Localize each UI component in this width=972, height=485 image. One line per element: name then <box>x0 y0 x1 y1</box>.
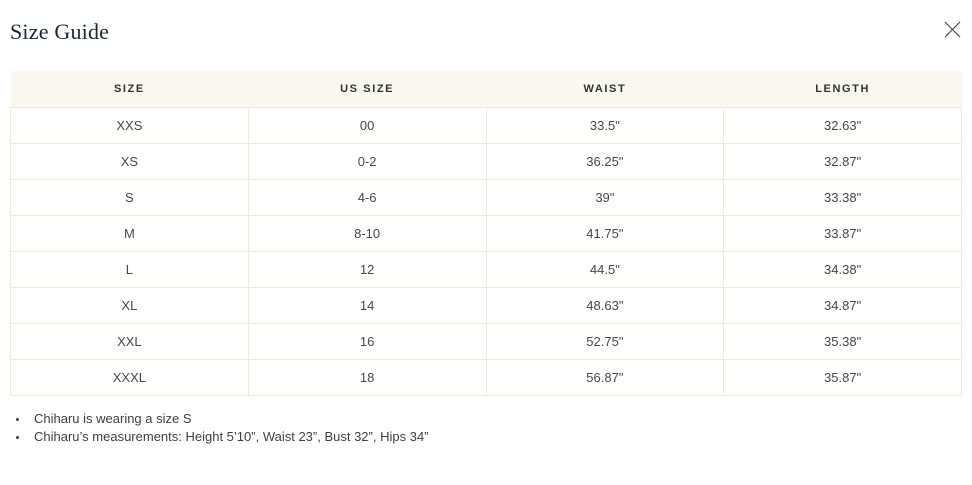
table-cell: 56.87" <box>485 358 725 396</box>
table-cell: 33.5" <box>485 106 725 144</box>
column-header: LENGTH <box>723 71 962 107</box>
table-cell: 0-2 <box>247 142 487 180</box>
close-button[interactable] <box>941 18 963 40</box>
table-cell: L <box>10 250 249 288</box>
table-cell: XXL <box>10 322 249 360</box>
close-icon <box>944 21 961 38</box>
table-cell: 36.25" <box>485 142 725 180</box>
table-cell: 12 <box>247 250 487 288</box>
table-row: XS 0-2 36.25" 32.87" <box>10 142 962 180</box>
table-row: XXL 16 52.75" 35.38" <box>10 322 962 360</box>
table-cell: 35.38" <box>723 322 962 360</box>
note-item: Chiharu is wearing a size S <box>29 410 962 428</box>
table-row: XXXL 18 56.87" 35.87" <box>10 358 962 396</box>
table-cell: 34.87" <box>723 286 962 324</box>
modal-header: Size Guide <box>0 0 972 45</box>
notes-list: Chiharu is wearing a size S Chiharu’s me… <box>10 410 962 446</box>
table-cell: 44.5" <box>485 250 725 288</box>
table-cell: 18 <box>247 358 487 396</box>
table-cell: 16 <box>247 322 487 360</box>
table-cell: 8-10 <box>247 214 487 252</box>
table-row: XL 14 48.63" 34.87" <box>10 286 962 324</box>
table-cell: 32.63" <box>723 106 962 144</box>
table-cell: XL <box>10 286 249 324</box>
table-cell: XS <box>10 142 249 180</box>
table-cell: 39" <box>485 178 725 216</box>
table-row: L 12 44.5" 34.38" <box>10 250 962 288</box>
table-cell: XXS <box>10 106 249 144</box>
column-header: WAIST <box>486 71 724 107</box>
table-row: S 4-6 39" 33.38" <box>10 178 962 216</box>
table-cell: 32.87" <box>723 142 962 180</box>
table-cell: 4-6 <box>247 178 487 216</box>
table-cell: 33.87" <box>723 214 962 252</box>
table-row: M 8-10 41.75" 33.87" <box>10 214 962 252</box>
table-cell: 35.87" <box>723 358 962 396</box>
table-cell: 33.38" <box>723 178 962 216</box>
table-row: XXS 00 33.5" 32.63" <box>10 106 962 144</box>
table-cell: 41.75" <box>485 214 725 252</box>
column-header: US SIZE <box>248 71 486 107</box>
table-cell: 00 <box>247 106 487 144</box>
table-cell: 14 <box>247 286 487 324</box>
size-guide-table: SIZE US SIZE WAIST LENGTH XXS 00 33.5" 32.63" X… <box>10 71 962 396</box>
table-cell: M <box>10 214 249 252</box>
table-header-row: SIZE US SIZE WAIST LENGTH <box>10 71 962 107</box>
table-cell: 34.38" <box>723 250 962 288</box>
table-cell: S <box>10 178 249 216</box>
table-cell: XXXL <box>10 358 249 396</box>
page-title: Size Guide <box>10 19 110 44</box>
table-cell: 48.63" <box>485 286 725 324</box>
column-header: SIZE <box>10 71 249 107</box>
note-item: Chiharu’s measurements: Height 5’10”, Wa… <box>29 428 962 446</box>
table-cell: 52.75" <box>485 322 725 360</box>
